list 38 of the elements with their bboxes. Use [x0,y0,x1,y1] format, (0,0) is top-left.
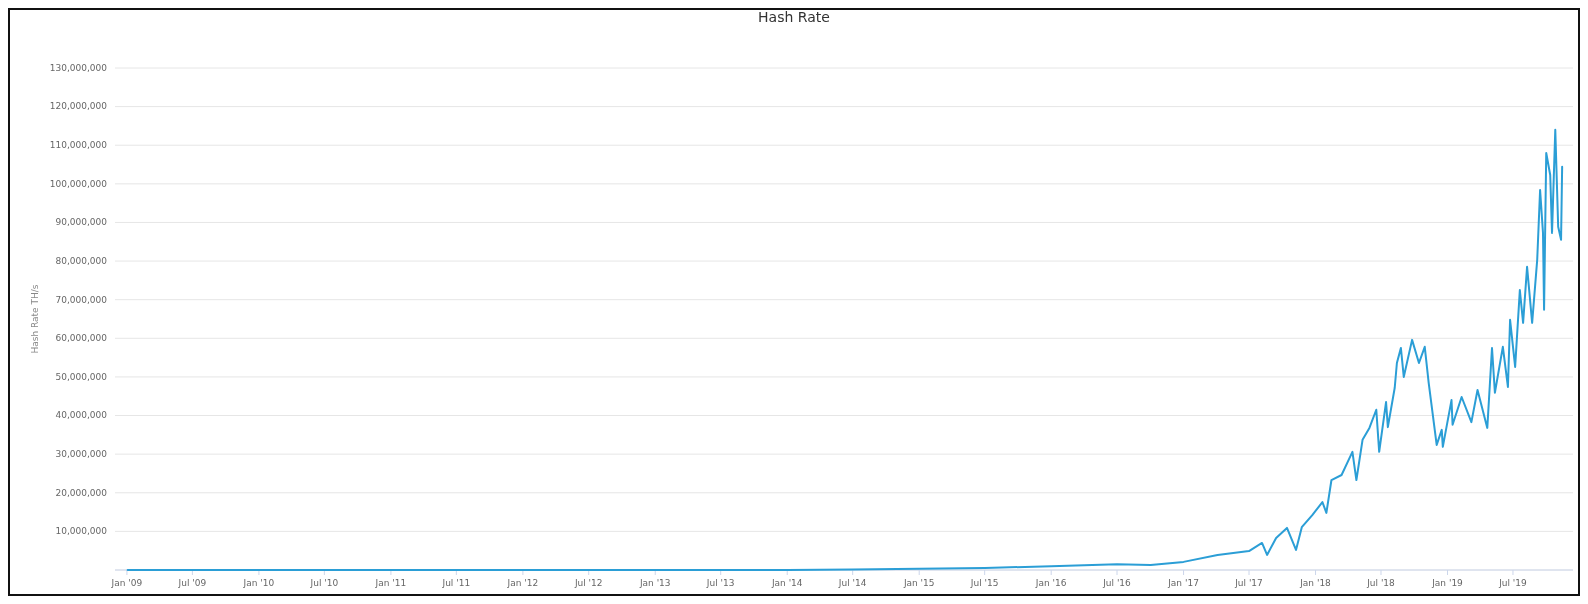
x-tick-label: Jan '09 [110,578,143,588]
x-tick-label: Jul '17 [1234,578,1263,588]
x-tick-label: Jan '17 [1167,578,1199,588]
x-tick-label: Jan '12 [506,578,539,588]
y-tick-label: 10,000,000 [55,526,108,537]
y-tick-label: 20,000,000 [55,487,108,498]
x-tick-label: Jan '13 [638,578,671,588]
x-tick-label: Jul '18 [1366,578,1396,588]
x-tick-label: Jul '09 [177,578,207,588]
x-tick-label: Jan '10 [242,578,275,588]
x-tick-label: Jul '10 [309,578,339,588]
x-tick-label: Jul '12 [573,578,603,588]
y-tick-label: 40,000,000 [55,410,108,421]
x-tick-label: Jul '11 [441,578,471,588]
y-tick-label: 130,000,000 [49,62,108,73]
x-tick-label: Jan '11 [374,578,407,588]
y-tick-label: 90,000,000 [55,217,108,228]
y-axis-title: Hash Rate TH/s [30,284,40,354]
line-series [126,128,1564,571]
x-tick-label: Jul '13 [705,578,735,588]
x-tick-label: Jan '18 [1299,578,1332,588]
y-tick-label: 60,000,000 [55,333,108,344]
y-tick-label: 120,000,000 [49,101,108,112]
x-tick-label: Jan '15 [902,578,935,588]
y-tick-label: 100,000,000 [49,178,108,189]
y-tick-label: 70,000,000 [55,294,108,305]
x-tick-label: Jan '14 [770,578,803,588]
x-tick-label: Jul '15 [969,578,999,588]
x-tick-label: Jul '16 [1102,578,1132,588]
x-tick-label: Jan '19 [1431,578,1464,588]
y-tick-label: 80,000,000 [55,255,108,266]
x-tick-label: Jan '16 [1034,578,1067,588]
y-tick-label: 110,000,000 [49,140,108,151]
x-tick-label: Jul '14 [837,578,867,588]
y-tick-label: 30,000,000 [55,449,108,460]
y-tick-label: 50,000,000 [55,371,108,382]
x-tick-label: Jul '19 [1498,578,1528,588]
chart-title: Hash Rate [758,9,830,25]
